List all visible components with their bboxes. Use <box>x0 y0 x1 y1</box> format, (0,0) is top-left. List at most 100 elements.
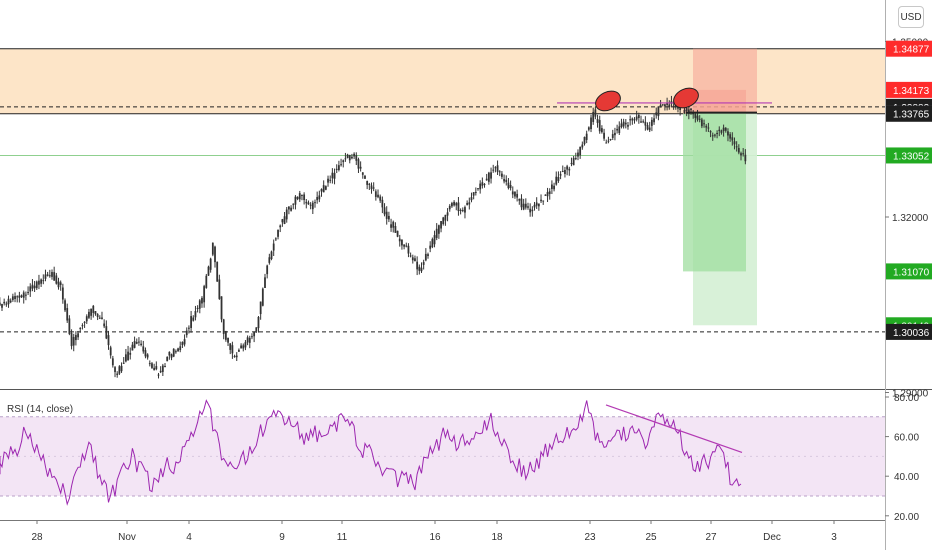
candle-body <box>116 373 119 375</box>
candle-body <box>631 118 634 121</box>
candle-body <box>620 123 623 128</box>
candle-body <box>514 191 516 197</box>
candle <box>735 141 738 152</box>
candle-body <box>618 126 621 134</box>
candle-body <box>607 140 610 142</box>
candle-body <box>600 128 603 133</box>
candle <box>159 366 162 374</box>
candle-body <box>483 183 486 185</box>
candle-body <box>98 317 101 319</box>
candle <box>103 319 106 329</box>
candle <box>379 194 382 203</box>
candle <box>394 222 397 233</box>
candle-body <box>357 159 360 169</box>
rsi-line <box>0 399 742 506</box>
candle-body <box>492 169 495 171</box>
candle <box>624 119 627 129</box>
candle-body <box>694 113 697 118</box>
candle-body <box>633 119 636 121</box>
candle-body <box>711 135 714 137</box>
candle <box>616 124 619 134</box>
candle <box>468 197 471 210</box>
candle-body <box>590 117 592 130</box>
candle <box>314 199 316 208</box>
candle-body <box>657 106 660 117</box>
candle-body <box>61 287 64 300</box>
candle <box>166 356 169 362</box>
candle <box>98 315 101 320</box>
candle <box>16 295 19 303</box>
candle <box>224 330 227 342</box>
candle <box>466 200 469 206</box>
price-tag-label: 1.33052 <box>893 151 930 162</box>
candle <box>622 118 625 129</box>
candle-body <box>733 141 736 145</box>
candle <box>461 207 464 213</box>
rsi-divergence-line <box>605 404 743 454</box>
candle <box>229 343 232 355</box>
candle <box>151 362 153 369</box>
candle-body <box>551 184 553 189</box>
time-tick-label: 18 <box>491 532 503 543</box>
candle-body <box>348 155 351 161</box>
candle-body <box>737 147 740 153</box>
candle-body <box>170 354 173 358</box>
candle <box>127 345 129 361</box>
rsi-tick-label: 80.00 <box>894 393 919 404</box>
candle <box>385 206 388 225</box>
candle-body <box>561 171 564 173</box>
candle-body <box>603 132 605 139</box>
candle-body <box>248 337 251 343</box>
candle <box>453 200 455 207</box>
candle <box>90 308 93 320</box>
candle <box>401 239 403 250</box>
candle <box>457 196 460 216</box>
candle <box>544 194 547 196</box>
candle <box>507 178 510 190</box>
candle <box>94 311 97 316</box>
candle-body <box>564 169 566 174</box>
candle <box>511 186 514 199</box>
candle-body <box>672 105 675 108</box>
candle-body <box>118 366 121 374</box>
high-marker[interactable] <box>670 84 701 111</box>
candle <box>44 269 47 282</box>
high-marker[interactable] <box>592 87 623 114</box>
candle <box>396 230 399 238</box>
candle <box>31 279 34 292</box>
candle <box>342 159 345 168</box>
currency-button[interactable]: USD <box>898 6 924 28</box>
rsi-pane: RSI (14, close) <box>0 399 885 506</box>
candle-body <box>403 244 406 247</box>
candle <box>266 264 269 279</box>
candle <box>344 152 347 162</box>
time-axis[interactable]: 28 Nov 4 9 11 16 18 23 25 27 Dec 3 <box>0 520 885 543</box>
candle <box>288 206 290 215</box>
candle-body <box>255 327 258 332</box>
candle <box>581 141 584 150</box>
candle-body <box>22 292 25 298</box>
time-tick-label: 28 <box>31 532 43 543</box>
candle-body <box>231 345 234 354</box>
candle <box>692 110 695 119</box>
candle <box>390 218 392 232</box>
candle-body <box>309 204 312 206</box>
candle-body <box>548 191 551 195</box>
candle <box>529 203 532 217</box>
price-tag-label: 1.34877 <box>893 45 930 56</box>
candle <box>374 189 377 201</box>
price-tag <box>886 81 932 98</box>
candle-body <box>203 286 206 303</box>
candle-body <box>646 125 649 130</box>
candle <box>635 110 638 122</box>
candle <box>227 337 229 346</box>
candle-body <box>96 314 99 318</box>
candle-body <box>229 343 232 350</box>
candle <box>22 290 25 304</box>
candle <box>444 214 447 226</box>
candle-body <box>716 133 718 135</box>
candle-body <box>368 183 371 185</box>
candle <box>470 192 473 203</box>
price-axis[interactable]: 1.350001.320001.290001.348771.341731.338… <box>885 38 932 523</box>
